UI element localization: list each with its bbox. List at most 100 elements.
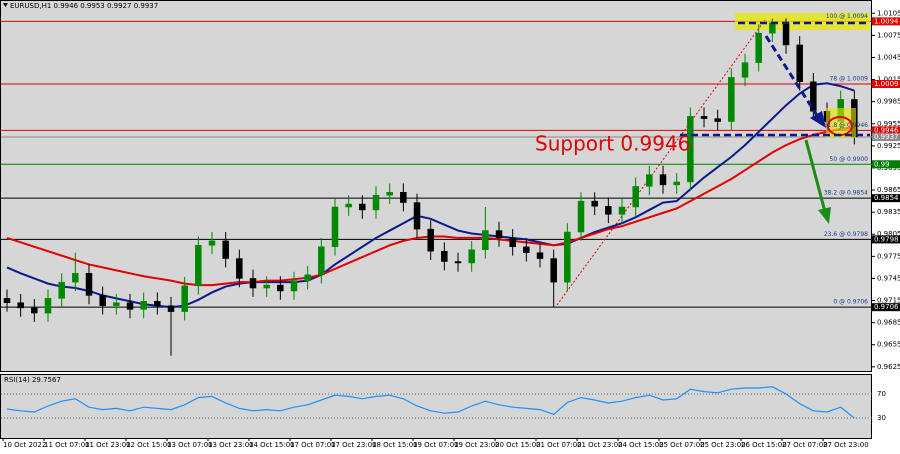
candle-body <box>140 301 147 310</box>
y-tick-label: 1.0045 <box>877 53 900 61</box>
x-tick-label: 17 Oct 23:00 <box>331 441 377 449</box>
level-price-box <box>872 79 900 88</box>
candle-body <box>208 240 216 246</box>
y-tick-label: 0.9955 <box>877 120 900 128</box>
candle-body <box>113 302 120 306</box>
rsi-label: RSI(14) 29.7567 <box>4 376 61 384</box>
fib-label: 61.8 @ 0.9946 <box>824 122 868 129</box>
candle-body <box>413 202 421 230</box>
price-panel <box>0 0 872 372</box>
target-arrow-head <box>818 207 831 224</box>
candle-body <box>741 62 749 78</box>
rsi-panel <box>0 374 872 439</box>
candle-body <box>195 245 202 287</box>
candle-body <box>44 298 52 314</box>
x-tick-label: 11 Oct 07:00 <box>44 441 90 449</box>
candle-body <box>482 230 489 250</box>
candle-body <box>714 118 721 122</box>
y-tick-label: 0.9925 <box>877 142 900 150</box>
candle-body <box>331 206 339 248</box>
down-arrow-head <box>810 111 826 128</box>
chart-header: EURUSD,H1 0.9946 0.9953 0.9927 0.9937 <box>10 2 158 10</box>
x-tick-label: 19 Oct 23:00 <box>454 441 500 449</box>
target-arrow-line <box>804 139 827 213</box>
candle-body <box>31 307 38 314</box>
fib-label: 0 @ 0.9706 <box>833 299 868 306</box>
level-price-label: 1.0009 <box>874 80 899 88</box>
x-tick-label: 26 Oct 15:00 <box>741 441 787 449</box>
candle-body <box>99 295 106 306</box>
fib-label: 100 @ 1.0094 <box>826 13 868 20</box>
level-price-label: 1.0094 <box>874 17 899 25</box>
y-tick-label: 1.0075 <box>877 31 900 39</box>
x-tick-label: 25 Oct 07:00 <box>659 441 705 449</box>
x-tick-label: 21 Oct 23:00 <box>577 441 623 449</box>
candle-body <box>386 192 393 196</box>
candle-body <box>605 206 612 215</box>
x-tick-label: 14 Oct 15:00 <box>249 441 295 449</box>
candle-body <box>810 81 817 112</box>
y-tick-label: 0.9745 <box>877 274 900 282</box>
candle-body <box>632 186 639 208</box>
level-price-box <box>872 303 900 312</box>
level-price-box <box>872 133 900 142</box>
candle-body <box>591 200 598 207</box>
x-tick-label: 13 Oct 23:00 <box>208 441 254 449</box>
y-tick-label: 0.9835 <box>877 208 900 216</box>
candle-body <box>728 77 735 122</box>
marks <box>3 18 858 356</box>
x-tick-label: 18 Oct 15:00 <box>372 441 418 449</box>
rsi-tick-label: 70 <box>877 390 886 398</box>
x-tick-label: 25 Oct 23:00 <box>700 441 746 449</box>
candle-body <box>495 230 503 239</box>
candle-body <box>796 44 803 83</box>
candle-body <box>318 246 325 276</box>
x-tick-label: 24 Oct 15:00 <box>618 441 664 449</box>
highlight-top <box>735 13 870 30</box>
down-arrow-line <box>764 35 820 118</box>
candle-body <box>700 116 708 119</box>
candle-body <box>290 280 298 292</box>
candle-body <box>126 302 134 310</box>
candle-body <box>3 298 11 304</box>
level-price-box <box>872 194 900 203</box>
candle-body <box>755 32 762 63</box>
candle-body <box>249 278 257 289</box>
level-price-label: 0.9798 <box>874 235 899 243</box>
y-tick-label: 0.9985 <box>877 98 900 106</box>
x-tick-label: 27 Oct 07:00 <box>782 441 828 449</box>
fib-label: 38.2 @ 0.9854 <box>824 190 868 197</box>
candle-body <box>618 206 626 215</box>
level-price-label: 0.99 <box>874 160 890 168</box>
level-price-label: 0.9937 <box>874 133 899 141</box>
level-price-label: 0.9946 <box>874 126 899 134</box>
x-tick-label: 19 Oct 07:00 <box>413 441 459 449</box>
candle-body <box>646 174 653 187</box>
y-tick-label: 0.9685 <box>877 319 900 327</box>
candle-body <box>509 237 516 248</box>
fib-trendline <box>556 19 766 306</box>
candle-body <box>17 302 24 309</box>
fib-label: 23.6 @ 0.9798 <box>824 231 868 238</box>
candle-body <box>372 194 380 211</box>
candle-body <box>441 250 448 262</box>
rsi-line <box>6 386 855 419</box>
candle-body <box>58 281 65 299</box>
candle-body <box>782 22 790 46</box>
candle-body <box>85 273 93 296</box>
y-tick-label: 0.9775 <box>877 252 900 260</box>
candle-body <box>167 305 175 312</box>
fib-label: 50 @ 0.9900 <box>830 156 869 163</box>
x-tick-label: 21 Oct 07:00 <box>536 441 582 449</box>
x-tick-label: 12 Oct 15:00 <box>126 441 172 449</box>
y-tick-label: 0.9715 <box>877 297 900 305</box>
header-icon <box>3 3 8 7</box>
candle-body <box>304 274 311 281</box>
candle-body <box>536 252 544 259</box>
y-tick-label: 1.0015 <box>877 76 900 84</box>
rsi-tick-label: 30 <box>877 414 886 422</box>
annotation: Support 0.9946 <box>535 132 690 156</box>
candle-body <box>359 203 366 211</box>
candle-body <box>345 203 352 208</box>
